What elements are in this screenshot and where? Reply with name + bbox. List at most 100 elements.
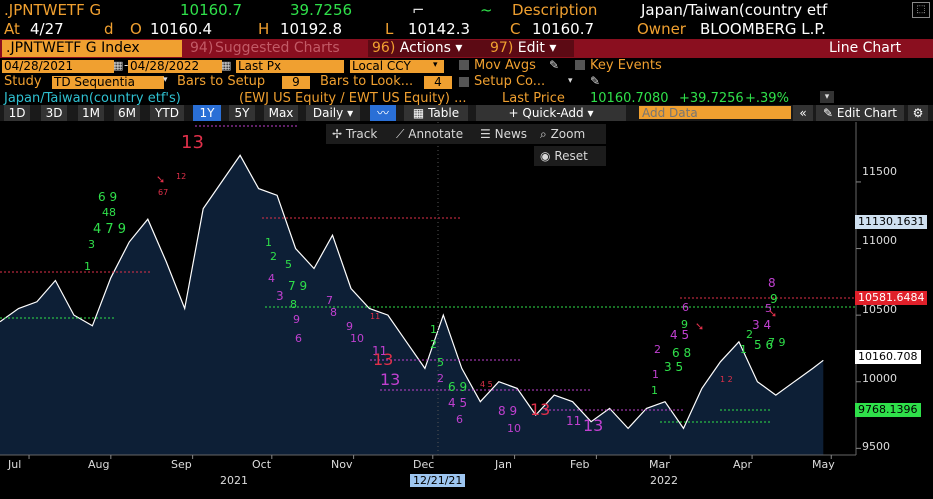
chevron-down-icon: ▾ bbox=[455, 40, 463, 56]
legend-formula: (EWJ US Equity / EWT US Equity) ... bbox=[239, 91, 467, 106]
zoom-button[interactable]: ⌕ Zoom bbox=[534, 124, 606, 144]
y-tick-label: 10000 bbox=[862, 372, 897, 385]
annotate-button[interactable]: ⟋ Annotate bbox=[390, 124, 480, 144]
end-date-field[interactable]: 04/28/2022 bbox=[128, 60, 222, 73]
bars-to-look-label: Bars to Look... bbox=[320, 74, 414, 89]
period-3d[interactable]: 3D bbox=[41, 105, 67, 121]
period-1d[interactable]: 1D bbox=[4, 105, 30, 121]
y-tick-label: 10500 bbox=[862, 303, 897, 316]
chevron-down-icon: ▾ bbox=[568, 76, 573, 86]
bars-to-setup-input[interactable]: 9 bbox=[282, 76, 310, 89]
news-button[interactable]: ☰ News bbox=[474, 124, 542, 144]
last-price-change: +39.7256 bbox=[679, 91, 744, 106]
x-tick-marks bbox=[28, 455, 832, 459]
ticker-label: .JPNTWETF G bbox=[4, 1, 102, 19]
suggested-charts-button[interactable]: Suggested Charts bbox=[215, 40, 340, 56]
mov-avgs-checkbox[interactable] bbox=[459, 60, 469, 70]
actions-button[interactable]: 96) Actions ▾ bbox=[368, 40, 488, 57]
td-count-8-apr: 8 bbox=[768, 276, 776, 290]
td-count-marker: 2 bbox=[437, 372, 444, 385]
calendar-icon[interactable]: ▦ bbox=[113, 59, 124, 72]
reset-label: Reset bbox=[554, 149, 588, 163]
collapse-toolbar-icon[interactable]: « bbox=[793, 105, 813, 121]
period-6m[interactable]: 6M bbox=[114, 105, 140, 121]
pencil-icon[interactable]: ✎ bbox=[590, 74, 601, 88]
chevron-down-icon: ▾ bbox=[347, 106, 354, 120]
td-count-marker: 6 9 bbox=[448, 380, 468, 394]
at-date: 4/27 bbox=[30, 20, 64, 38]
td-count-marker: 6 9 bbox=[98, 190, 118, 204]
price-flag-green: 9768.1396 bbox=[855, 403, 921, 417]
menu-bar: .JPNTWETF G Index 94) Suggested Charts 9… bbox=[0, 39, 933, 58]
edit-chart-button[interactable]: ✎ Edit Chart bbox=[816, 105, 904, 121]
track-button[interactable]: ✢ Track bbox=[326, 124, 398, 144]
edit-label: Edit bbox=[517, 40, 545, 56]
actions-num: 96) bbox=[372, 40, 396, 56]
chart-type-label: Line Chart bbox=[829, 40, 902, 56]
study-select[interactable]: TD Sequentia bbox=[52, 76, 164, 89]
td-count-marker: 3 5 bbox=[664, 360, 684, 374]
reset-button[interactable]: ◉ Reset bbox=[534, 146, 606, 166]
arrow-down-icon: ➘ bbox=[768, 307, 778, 320]
setup-co-label: Setup Co... bbox=[474, 74, 546, 89]
security-tab[interactable]: .JPNTWETF G Index bbox=[2, 40, 182, 57]
reset-icon: ◉ bbox=[540, 149, 551, 163]
edit-button[interactable]: 97) Edit ▾ bbox=[486, 40, 574, 57]
td-count-marker: 6 bbox=[682, 301, 689, 314]
gear-icon[interactable]: ⚙ bbox=[908, 105, 928, 121]
td-count-marker: 7 9 bbox=[768, 336, 786, 349]
high-label: H bbox=[258, 20, 270, 38]
key-events-checkbox[interactable] bbox=[575, 60, 585, 70]
td-count-13: 13 bbox=[380, 370, 401, 389]
description-value: Japan/Taiwan(country etf bbox=[641, 1, 828, 19]
legend-collapse-icon[interactable]: ▾ bbox=[820, 91, 834, 103]
period-max[interactable]: Max bbox=[264, 105, 298, 121]
open-label: O bbox=[130, 20, 142, 38]
arrow-down-icon: ➘ bbox=[695, 320, 705, 333]
chevron-down-icon: ▾ bbox=[433, 60, 438, 70]
table-button[interactable]: ▦ Table bbox=[404, 105, 468, 121]
price-area bbox=[0, 155, 824, 456]
price-chart[interactable] bbox=[0, 122, 933, 499]
chevron-down-icon: ▾ bbox=[549, 40, 557, 56]
add-data-input[interactable] bbox=[639, 106, 791, 119]
td-count-marker: 8 9 bbox=[498, 404, 518, 418]
owner-label: Owner bbox=[637, 20, 686, 38]
price-flag-red: 10581.6484 bbox=[855, 291, 928, 305]
x-tick-label: Sep bbox=[171, 458, 192, 471]
price-field-select[interactable]: Last Px bbox=[236, 60, 344, 73]
y-tick-label: 11500 bbox=[862, 165, 897, 178]
calendar-icon[interactable]: ▦ bbox=[221, 59, 232, 72]
low-label: L bbox=[385, 20, 394, 38]
price-flag-upper: 11130.1631 bbox=[855, 215, 928, 229]
period-1m[interactable]: 1M bbox=[78, 105, 104, 121]
high-value: 10192.8 bbox=[280, 20, 343, 38]
pencil-icon[interactable]: ✎ bbox=[549, 58, 560, 72]
td-count-marker: 1 2 bbox=[720, 375, 733, 384]
line-chart-toggle-icon[interactable]: 〰 bbox=[370, 105, 396, 121]
period-1y[interactable]: 1Y bbox=[193, 105, 221, 121]
corner-icon[interactable]: ⬚ bbox=[912, 2, 930, 18]
frequency-select[interactable]: Daily ▾ bbox=[306, 105, 360, 121]
td-count-marker: 9 bbox=[770, 292, 778, 306]
start-date-field[interactable]: 04/28/2021 bbox=[2, 60, 114, 73]
crosshair-icon: ✢ bbox=[332, 127, 343, 141]
price-flag-last: 10160.708 bbox=[855, 350, 921, 364]
td-count-marker: 9 bbox=[293, 313, 300, 326]
period-ytd[interactable]: YTD bbox=[150, 105, 184, 121]
currency-select[interactable]: Local CCY bbox=[350, 60, 444, 73]
edit-chart-label: Edit Chart bbox=[836, 106, 897, 120]
d-label: d bbox=[104, 20, 114, 38]
bars-to-look-input[interactable]: 4 bbox=[424, 76, 452, 89]
low-value: 10142.3 bbox=[408, 20, 471, 38]
sparkline-icon: ⌐ bbox=[412, 1, 425, 19]
td-count-marker: 2 bbox=[270, 250, 277, 263]
date-separator: - bbox=[124, 58, 129, 72]
td-count-13-feb: 13 bbox=[583, 416, 604, 435]
setup-co-checkbox[interactable] bbox=[459, 77, 469, 87]
bars-to-setup-label: Bars to Setup bbox=[177, 74, 266, 89]
td-count-marker: 3 bbox=[276, 289, 284, 303]
period-5y[interactable]: 5Y bbox=[229, 105, 255, 121]
x-tick-label: Feb bbox=[570, 458, 590, 471]
quick-add-button[interactable]: + Quick-Add ▾ bbox=[476, 105, 626, 121]
